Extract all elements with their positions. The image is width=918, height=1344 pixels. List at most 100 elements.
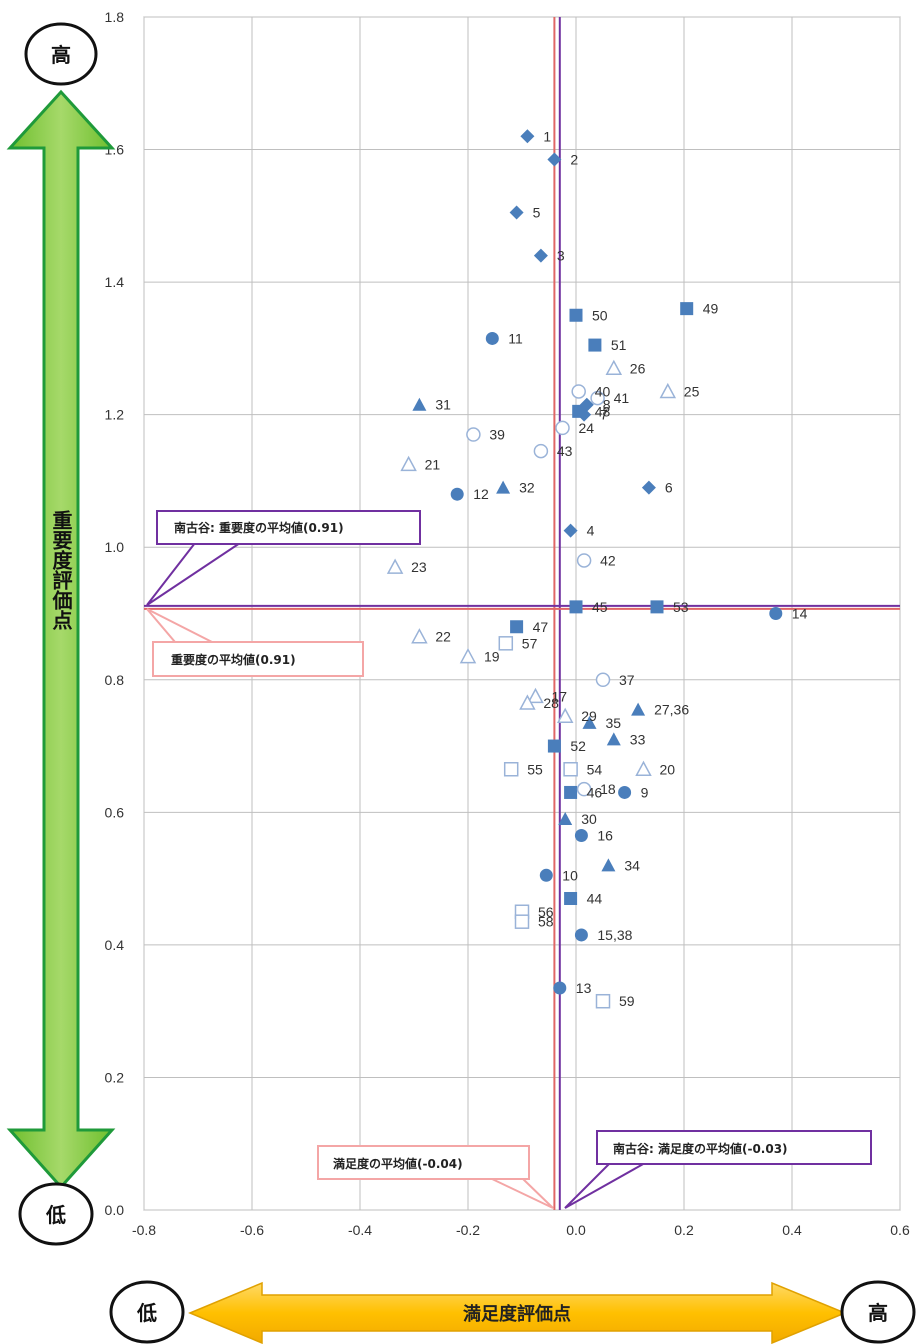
data-point-42 — [576, 553, 592, 568]
data-point-4 — [563, 523, 578, 538]
point-label: 6 — [665, 480, 673, 496]
data-point-2 — [547, 152, 562, 167]
point-label: 39 — [489, 427, 505, 443]
x-low-marker: 低 — [109, 1280, 185, 1344]
satisfaction-axis-title: 満足度評価点 — [463, 1303, 571, 1325]
point-label: 54 — [587, 761, 603, 777]
data-point-26 — [605, 359, 623, 376]
data-point-31 — [412, 397, 427, 411]
point-label: 32 — [519, 480, 535, 496]
callout-local-satisfaction-avg: 南古谷: 満足度の平均値(-0.03) — [564, 1130, 872, 1209]
point-label: 31 — [435, 397, 451, 413]
point-label: 2 — [570, 151, 578, 167]
callout-overall-importance-text: 重要度の平均値(0.91) — [171, 652, 296, 667]
point-label: 37 — [619, 672, 635, 688]
x-tick-label: 0.2 — [674, 1222, 694, 1238]
point-label: 43 — [557, 443, 573, 459]
data-point-55 — [503, 762, 519, 777]
data-point-18 — [576, 781, 592, 797]
y-low-marker: 低 — [18, 1182, 94, 1246]
x-tick-label: 0.6 — [890, 1222, 910, 1238]
x-high-label: 高 — [868, 1301, 888, 1325]
reference-lines — [144, 17, 900, 1210]
y-tick-label: 0.0 — [105, 1202, 125, 1218]
plot-area: -0.8 -0.6 -0.4 -0.2 0.0 0.2 0.4 0.6 0.0 0.2 0.4 0.… — [105, 9, 910, 1238]
point-label: 29 — [581, 708, 597, 724]
data-point-23 — [386, 558, 404, 574]
y-high-marker: 高 — [24, 22, 98, 86]
satisfaction-axis-arrow: 満足度評価点 — [188, 1281, 847, 1344]
y-tick-label: 1.8 — [105, 9, 125, 25]
data-point-40 — [571, 384, 586, 399]
point-label: 5 — [533, 205, 541, 221]
data-point-13 — [553, 981, 567, 995]
point-label: 4 — [587, 523, 595, 539]
point-label: 26 — [630, 360, 646, 376]
data-point-24 — [555, 420, 570, 436]
data-point-25 — [659, 382, 677, 399]
data-point-15-38 — [574, 928, 588, 942]
data-point-45 — [569, 600, 583, 614]
data-point-5 — [509, 205, 524, 220]
point-label: 27,36 — [654, 702, 689, 718]
x-tick-label: -0.2 — [456, 1222, 480, 1238]
y-high-ellipse — [24, 22, 98, 86]
y-high-label: 高 — [51, 43, 71, 67]
point-label: 21 — [425, 456, 441, 472]
data-point-37 — [595, 672, 611, 688]
point-label: 23 — [411, 559, 427, 575]
x-low-ellipse — [109, 1280, 185, 1344]
callout-overall-importance-box — [152, 641, 364, 677]
point-label: 40 — [595, 383, 611, 399]
point-label: 33 — [630, 731, 646, 747]
importance-axis-title: 重要度評価点 — [49, 510, 73, 631]
x-tick-label: 0.0 — [566, 1222, 586, 1238]
point-label: 8 — [603, 397, 611, 413]
point-label: 20 — [660, 761, 676, 777]
data-point-21 — [400, 455, 417, 472]
data-point-3 — [533, 248, 548, 263]
point-label: 34 — [624, 857, 640, 873]
data-point-19 — [459, 647, 477, 664]
data-point-12 — [450, 487, 464, 501]
data-point-1 — [520, 129, 535, 144]
x-low-label: 低 — [136, 1301, 157, 1325]
data-point-11 — [485, 331, 499, 345]
data-point-54 — [563, 762, 578, 777]
data-point-9 — [618, 785, 632, 799]
data-point-51 — [588, 338, 602, 352]
y-tick-labels: 0.00.20.40.60.81.01.21.41.61.8 — [105, 9, 125, 1218]
point-label: 19 — [484, 649, 500, 665]
point-label: 22 — [435, 629, 451, 645]
point-label: 49 — [703, 301, 719, 317]
point-label: 12 — [473, 486, 489, 502]
data-point-52 — [547, 739, 561, 753]
callout-local-importance-box — [156, 510, 421, 545]
x-tick-label: -0.4 — [348, 1222, 372, 1238]
importance-axis-arrow: 重要度評価点 — [6, 89, 116, 1190]
y-tick-label: 0.2 — [105, 1069, 125, 1085]
callout-local-satisfaction-box — [596, 1130, 872, 1165]
data-point-14 — [769, 607, 783, 620]
point-label: 30 — [581, 811, 597, 827]
callout-overall-satisfaction-avg: 満足度の平均値(-0.04) — [317, 1145, 554, 1209]
data-point-29 — [556, 707, 574, 723]
point-label: 47 — [533, 619, 549, 635]
point-label: 25 — [684, 383, 700, 399]
point-label: 16 — [597, 828, 613, 844]
point-label: 53 — [673, 599, 689, 615]
y-tick-label: 1.2 — [105, 407, 125, 423]
data-point-43 — [533, 443, 549, 459]
point-label: 7 — [600, 407, 608, 423]
point-label: 1 — [543, 128, 551, 144]
data-points — [386, 129, 783, 1009]
point-label: 52 — [570, 738, 586, 754]
callout-overall-importance-avg: 重要度の平均値(0.91) — [146, 608, 364, 677]
data-point-34 — [601, 858, 616, 872]
point-label: 18 — [600, 781, 616, 797]
callout-local-satisfaction-text: 南古谷: 満足度の平均値(-0.03) — [613, 1141, 788, 1156]
data-point-47 — [510, 620, 524, 634]
point-label: 46 — [587, 784, 603, 800]
